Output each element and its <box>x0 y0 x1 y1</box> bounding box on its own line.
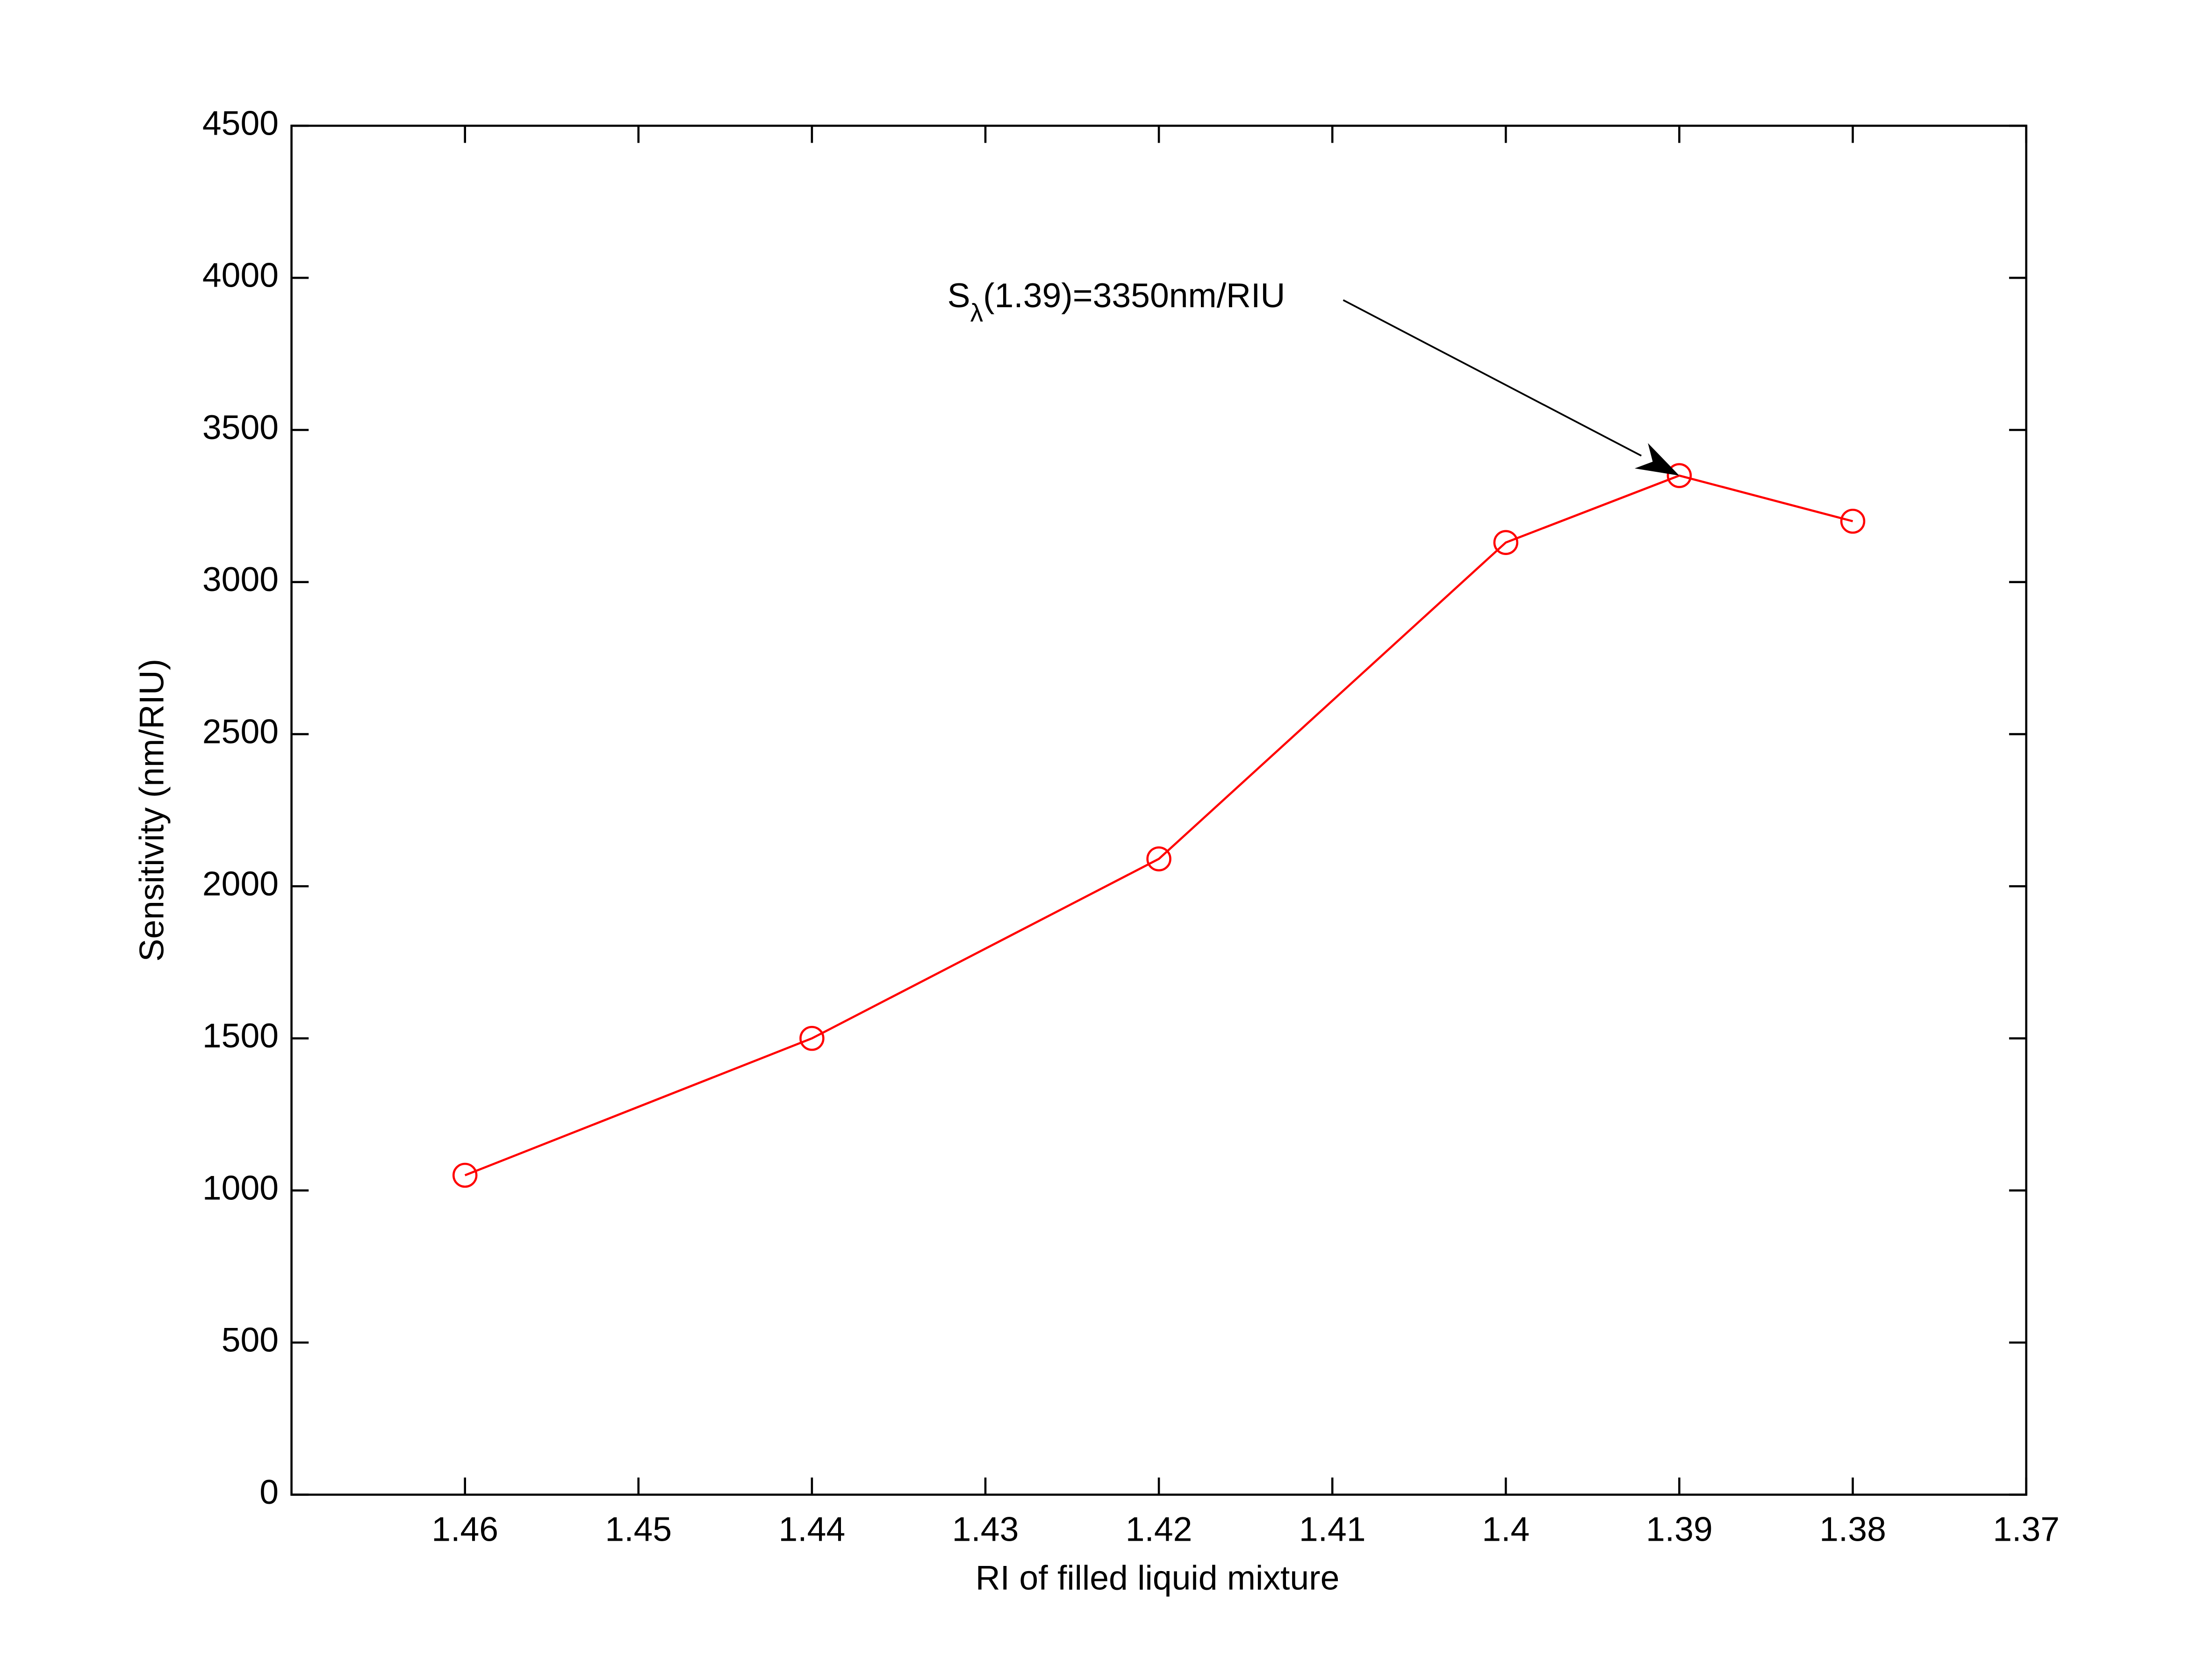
y-tick-label: 4500 <box>202 104 279 142</box>
marker <box>1840 508 1866 534</box>
x-tick-label: 1.45 <box>605 1510 672 1548</box>
marker <box>1146 846 1171 872</box>
marker <box>799 1025 825 1051</box>
marker <box>1666 463 1692 488</box>
x-tick-label: 1.39 <box>1646 1510 1713 1548</box>
annotation: Sλ(1.39)=3350nm/RIU <box>948 276 1286 327</box>
annotation-arrowhead <box>1634 443 1680 476</box>
y-tick-label: 1500 <box>202 1017 279 1055</box>
annotation-text: (1.39)=3350nm/RIU <box>983 276 1285 315</box>
y-tick-label: 1000 <box>202 1169 279 1207</box>
y-tick-label: 2500 <box>202 712 279 750</box>
x-tick-label: 1.38 <box>1819 1510 1886 1548</box>
y-tick-label: 2000 <box>202 865 279 903</box>
x-tick-label: 1.42 <box>1126 1510 1192 1548</box>
y-tick-label: 3000 <box>202 560 279 599</box>
marker <box>1493 530 1519 555</box>
marker <box>452 1162 478 1188</box>
x-tick-label: 1.43 <box>952 1510 1019 1548</box>
x-axis-label: RI of filled liquid mixture <box>976 1558 1340 1597</box>
annotation-subscript: λ <box>970 298 984 327</box>
y-tick-label: 0 <box>259 1473 279 1511</box>
x-tick-label: 1.4 <box>1482 1510 1530 1548</box>
x-tick-label: 1.46 <box>431 1510 498 1548</box>
y-tick-label: 4000 <box>202 256 279 295</box>
series-line <box>464 474 1853 1176</box>
x-tick-label: 1.37 <box>1993 1510 2060 1548</box>
x-tick-label: 1.41 <box>1299 1510 1366 1548</box>
annotation-arrow <box>1343 299 1642 457</box>
y-tick-label: 3500 <box>202 408 279 447</box>
x-tick-label: 1.44 <box>779 1510 846 1548</box>
y-axis-label: Sensitivity (nm/RIU) <box>133 659 171 962</box>
y-tick-label: 500 <box>222 1321 279 1359</box>
annotation-text: S <box>948 276 970 315</box>
